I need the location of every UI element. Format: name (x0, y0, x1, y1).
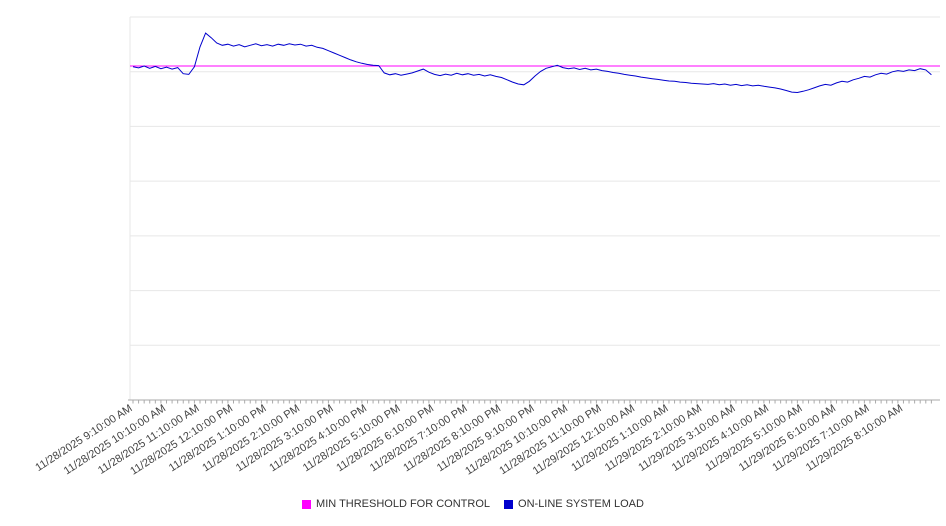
legend-label-threshold: MIN THRESHOLD FOR CONTROL (316, 498, 491, 510)
legend: MIN THRESHOLD FOR CONTROL ON-LINE SYSTEM… (0, 498, 946, 510)
legend-item-threshold[interactable]: MIN THRESHOLD FOR CONTROL (302, 498, 490, 510)
load-line (132, 32, 932, 94)
legend-item-load[interactable]: ON-LINE SYSTEM LOAD (504, 498, 644, 510)
threshold-swatch (302, 499, 312, 509)
axes (128, 17, 940, 401)
gridlines (130, 16, 940, 346)
legend-label-load: ON-LINE SYSTEM LOAD (518, 498, 644, 510)
load-swatch (504, 499, 514, 509)
x-axis-ticks (132, 400, 932, 404)
